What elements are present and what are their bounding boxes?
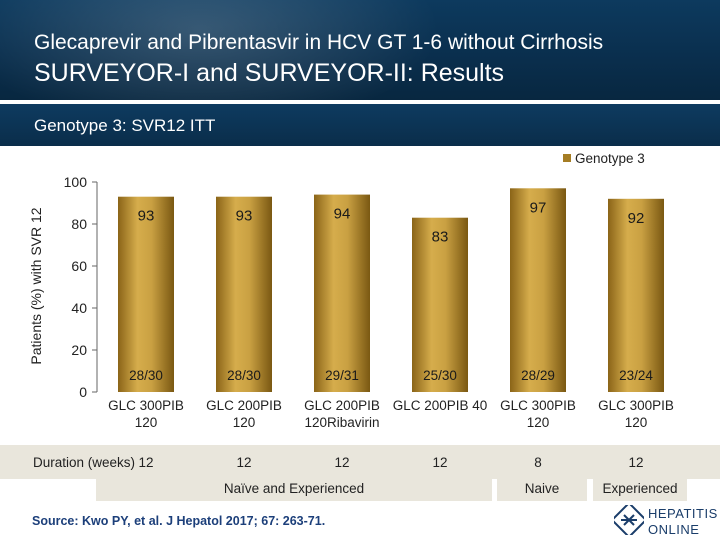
duration-row — [0, 445, 720, 479]
bar — [216, 196, 272, 392]
category-label: GLC 300PIB 120 — [108, 398, 184, 430]
bar — [412, 217, 468, 392]
bar-value-label: 83 — [432, 229, 449, 246]
population-naive-and-experienced: Naïve and Experienced — [96, 477, 492, 501]
slide-subtitle-title: SURVEYOR-I and SURVEYOR-II: Results — [34, 59, 505, 87]
y-tick-label: 40 — [71, 300, 87, 316]
category-label: GLC 300PIB 120 — [598, 398, 674, 430]
hepatitis-c-online-logo: HEPATITIS C ONLINE — [614, 505, 720, 539]
duration-value: 12 — [432, 455, 448, 470]
population-naive: Naive — [497, 477, 587, 501]
category-label: GLC 200PIB 120Ribavirin — [304, 398, 380, 430]
bar-value-label: 93 — [138, 208, 155, 225]
duration-value: 8 — [534, 455, 542, 470]
subtitle-bar — [0, 104, 720, 146]
bar-ratio-label: 28/30 — [129, 368, 163, 383]
y-tick-label: 60 — [71, 258, 87, 274]
bar-ratio-label: 28/29 — [521, 368, 555, 383]
hepatitis-c-online-logo-icon — [614, 505, 644, 535]
y-tick-label: 80 — [71, 216, 87, 232]
category-label: GLC 300PIB 120 — [500, 398, 576, 430]
bar-ratio-label: 23/24 — [619, 368, 653, 383]
bar — [608, 198, 664, 392]
bar-value-label: 93 — [236, 208, 253, 225]
y-axis-ticks: 0 20 40 60 80 100 — [64, 174, 97, 400]
bar — [118, 196, 174, 392]
category-label: GLC 200PIB 40 — [392, 398, 488, 413]
logo-text-line1: HEPATITIS C — [648, 506, 720, 521]
bar — [314, 194, 370, 392]
y-axis-title: Patients (%) with SVR 12 — [28, 207, 44, 364]
source-citation: Source: Kwo PY, et al. J Hepatol 2017; 6… — [32, 514, 326, 528]
bars: 93 28/30 93 28/30 94 29/31 83 25/30 97 28/29 92 23/… — [118, 188, 664, 392]
y-tick-label: 100 — [64, 174, 88, 190]
header-glow — [0, 0, 460, 100]
bar-value-label: 94 — [334, 206, 351, 223]
bar-ratio-label: 25/30 — [423, 368, 457, 383]
y-tick-label: 0 — [79, 384, 87, 400]
duration-value: 12 — [236, 455, 252, 470]
duration-label: Duration (weeks) — [33, 455, 136, 470]
bar-value-label: 97 — [530, 199, 547, 216]
category-label: GLC 200PIB 120 — [206, 398, 282, 430]
slide-title: Glecaprevir and Pibrentasvir in HCV GT 1… — [34, 31, 604, 54]
legend: Genotype 3 — [563, 151, 645, 166]
y-tick-label: 20 — [71, 342, 87, 358]
slide-header — [0, 0, 720, 100]
legend-label: Genotype 3 — [575, 151, 645, 166]
duration-value: 12 — [334, 455, 350, 470]
section-subtitle: Genotype 3: SVR12 ITT — [34, 116, 216, 135]
population-experienced: Experienced — [593, 477, 687, 501]
duration-value: 12 — [628, 455, 644, 470]
logo-text-line2: ONLINE — [648, 522, 700, 537]
bar-ratio-label: 29/31 — [325, 368, 359, 383]
bar-value-label: 92 — [628, 210, 645, 227]
bar — [510, 188, 566, 392]
legend-swatch — [563, 154, 571, 162]
duration-value: 12 — [138, 455, 154, 470]
bar-ratio-label: 28/30 — [227, 368, 261, 383]
